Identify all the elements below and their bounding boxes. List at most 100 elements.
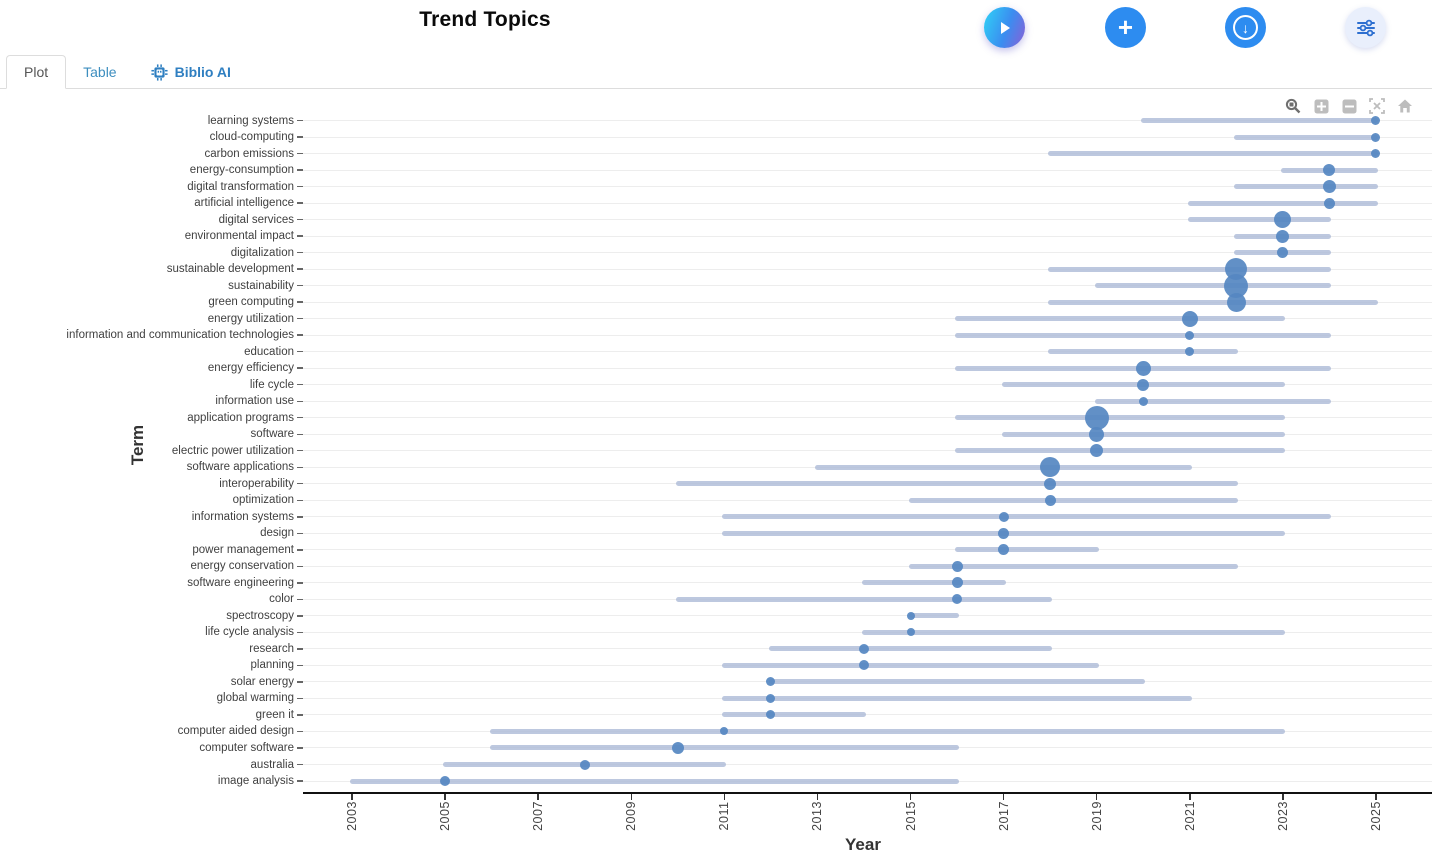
term-label: energy conservation xyxy=(190,560,294,573)
plotly-modebar xyxy=(1282,97,1416,115)
term-year-range xyxy=(768,646,1053,652)
term-year-range xyxy=(955,448,1285,454)
term-label: energy efficiency xyxy=(207,362,294,375)
term-year-range xyxy=(489,745,960,751)
row-gridline xyxy=(303,318,1432,320)
y-tick xyxy=(297,466,303,468)
term-peak-dot xyxy=(1322,180,1336,194)
x-tick-label: 2025 xyxy=(1368,801,1383,831)
y-tick xyxy=(297,598,303,601)
term-peak-dot xyxy=(1044,477,1057,490)
term-year-range xyxy=(1048,266,1332,272)
term-year-range xyxy=(722,695,1192,701)
row-gridline xyxy=(303,285,1432,287)
x-tick xyxy=(816,793,819,800)
term-label: digitalization xyxy=(230,246,294,259)
y-tick xyxy=(297,450,303,452)
term-label: carbon emissions xyxy=(204,147,294,160)
term-year-range xyxy=(815,464,1192,470)
row-gridline xyxy=(303,400,1432,402)
term-label: design xyxy=(260,527,294,540)
term-label: energy-consumption xyxy=(189,164,294,177)
term-peak-dot xyxy=(1137,378,1150,391)
y-tick xyxy=(297,565,303,568)
y-tick xyxy=(297,136,303,138)
term-label: information systems xyxy=(191,510,294,523)
y-tick xyxy=(297,317,303,320)
term-peak-dot xyxy=(951,560,963,572)
add-button[interactable]: + xyxy=(1105,7,1146,48)
reset-axes-home-icon[interactable] xyxy=(1394,97,1416,115)
trend-topics-chart[interactable]: learning systems cloud-computing carbon em… xyxy=(0,95,1432,854)
term-label: information use xyxy=(215,395,294,408)
term-peak-dot xyxy=(1277,247,1289,259)
term-peak-dot xyxy=(579,759,590,770)
y-tick xyxy=(297,284,303,287)
x-tick-label: 2009 xyxy=(624,801,639,831)
term-label: solar energy xyxy=(230,675,294,688)
x-tick-label: 2005 xyxy=(438,801,453,831)
y-tick xyxy=(297,152,303,155)
x-tick xyxy=(351,793,353,800)
tab-table[interactable]: Table xyxy=(66,55,133,89)
term-year-range xyxy=(908,497,1239,503)
term-peak-dot xyxy=(1040,457,1061,478)
x-tick-label: 2013 xyxy=(810,801,825,831)
term-year-range xyxy=(908,563,1239,569)
term-label: cloud-computing xyxy=(209,131,294,143)
row-gridline xyxy=(303,549,1432,551)
y-tick xyxy=(297,384,303,386)
term-year-range xyxy=(1234,184,1378,190)
term-year-range xyxy=(1141,118,1378,123)
play-icon xyxy=(1000,21,1010,34)
row-gridline xyxy=(303,219,1432,221)
row-gridline xyxy=(303,169,1432,171)
autoscale-icon[interactable] xyxy=(1366,97,1388,115)
y-tick xyxy=(297,483,303,485)
term-peak-dot xyxy=(858,660,869,671)
term-peak-dot xyxy=(1135,360,1151,376)
term-label: image analysis xyxy=(217,775,294,788)
y-tick xyxy=(297,268,303,270)
y-tick xyxy=(297,417,303,419)
term-label: artificial intelligence xyxy=(194,197,294,210)
x-tick-label: 2019 xyxy=(1089,801,1104,831)
export-download-button[interactable]: ↓ xyxy=(1225,7,1266,48)
term-year-range xyxy=(955,547,1099,553)
term-peak-dot xyxy=(1181,310,1198,327)
term-year-range xyxy=(489,728,1285,734)
term-peak-dot xyxy=(1371,149,1381,159)
term-peak-dot xyxy=(1185,330,1195,340)
row-gridline xyxy=(303,120,1432,121)
row-gridline xyxy=(303,268,1432,270)
row-gridline xyxy=(303,615,1432,617)
tab-plot[interactable]: Plot xyxy=(6,55,67,89)
term-peak-dot xyxy=(1226,292,1246,312)
term-peak-dot xyxy=(766,710,776,720)
zoom-icon[interactable] xyxy=(1282,97,1304,115)
y-axis-title: Term xyxy=(128,424,147,466)
zoom-in-icon[interactable] xyxy=(1310,97,1332,115)
tab-biblio-ai[interactable]: Biblio AI xyxy=(134,55,248,89)
row-gridline xyxy=(303,764,1432,765)
term-peak-dot xyxy=(1274,211,1292,229)
y-tick xyxy=(297,747,303,749)
term-peak-dot xyxy=(858,643,869,654)
filters-button[interactable] xyxy=(1345,7,1386,48)
x-tick-label: 2021 xyxy=(1182,801,1197,831)
x-tick xyxy=(537,793,539,800)
tab-table-label: Table xyxy=(83,64,117,80)
y-tick xyxy=(297,169,303,171)
term-year-range xyxy=(861,629,1285,635)
row-gridline xyxy=(303,136,1432,138)
y-tick xyxy=(297,119,303,122)
run-analysis-button[interactable] xyxy=(984,7,1025,48)
y-tick xyxy=(297,532,303,535)
y-tick xyxy=(297,730,303,733)
row-gridline xyxy=(303,450,1432,452)
term-peak-dot xyxy=(1138,396,1148,406)
x-tick xyxy=(444,793,446,800)
term-label: research xyxy=(249,642,294,655)
zoom-out-icon[interactable] xyxy=(1338,97,1360,115)
download-circle-icon: ↓ xyxy=(1233,15,1258,40)
